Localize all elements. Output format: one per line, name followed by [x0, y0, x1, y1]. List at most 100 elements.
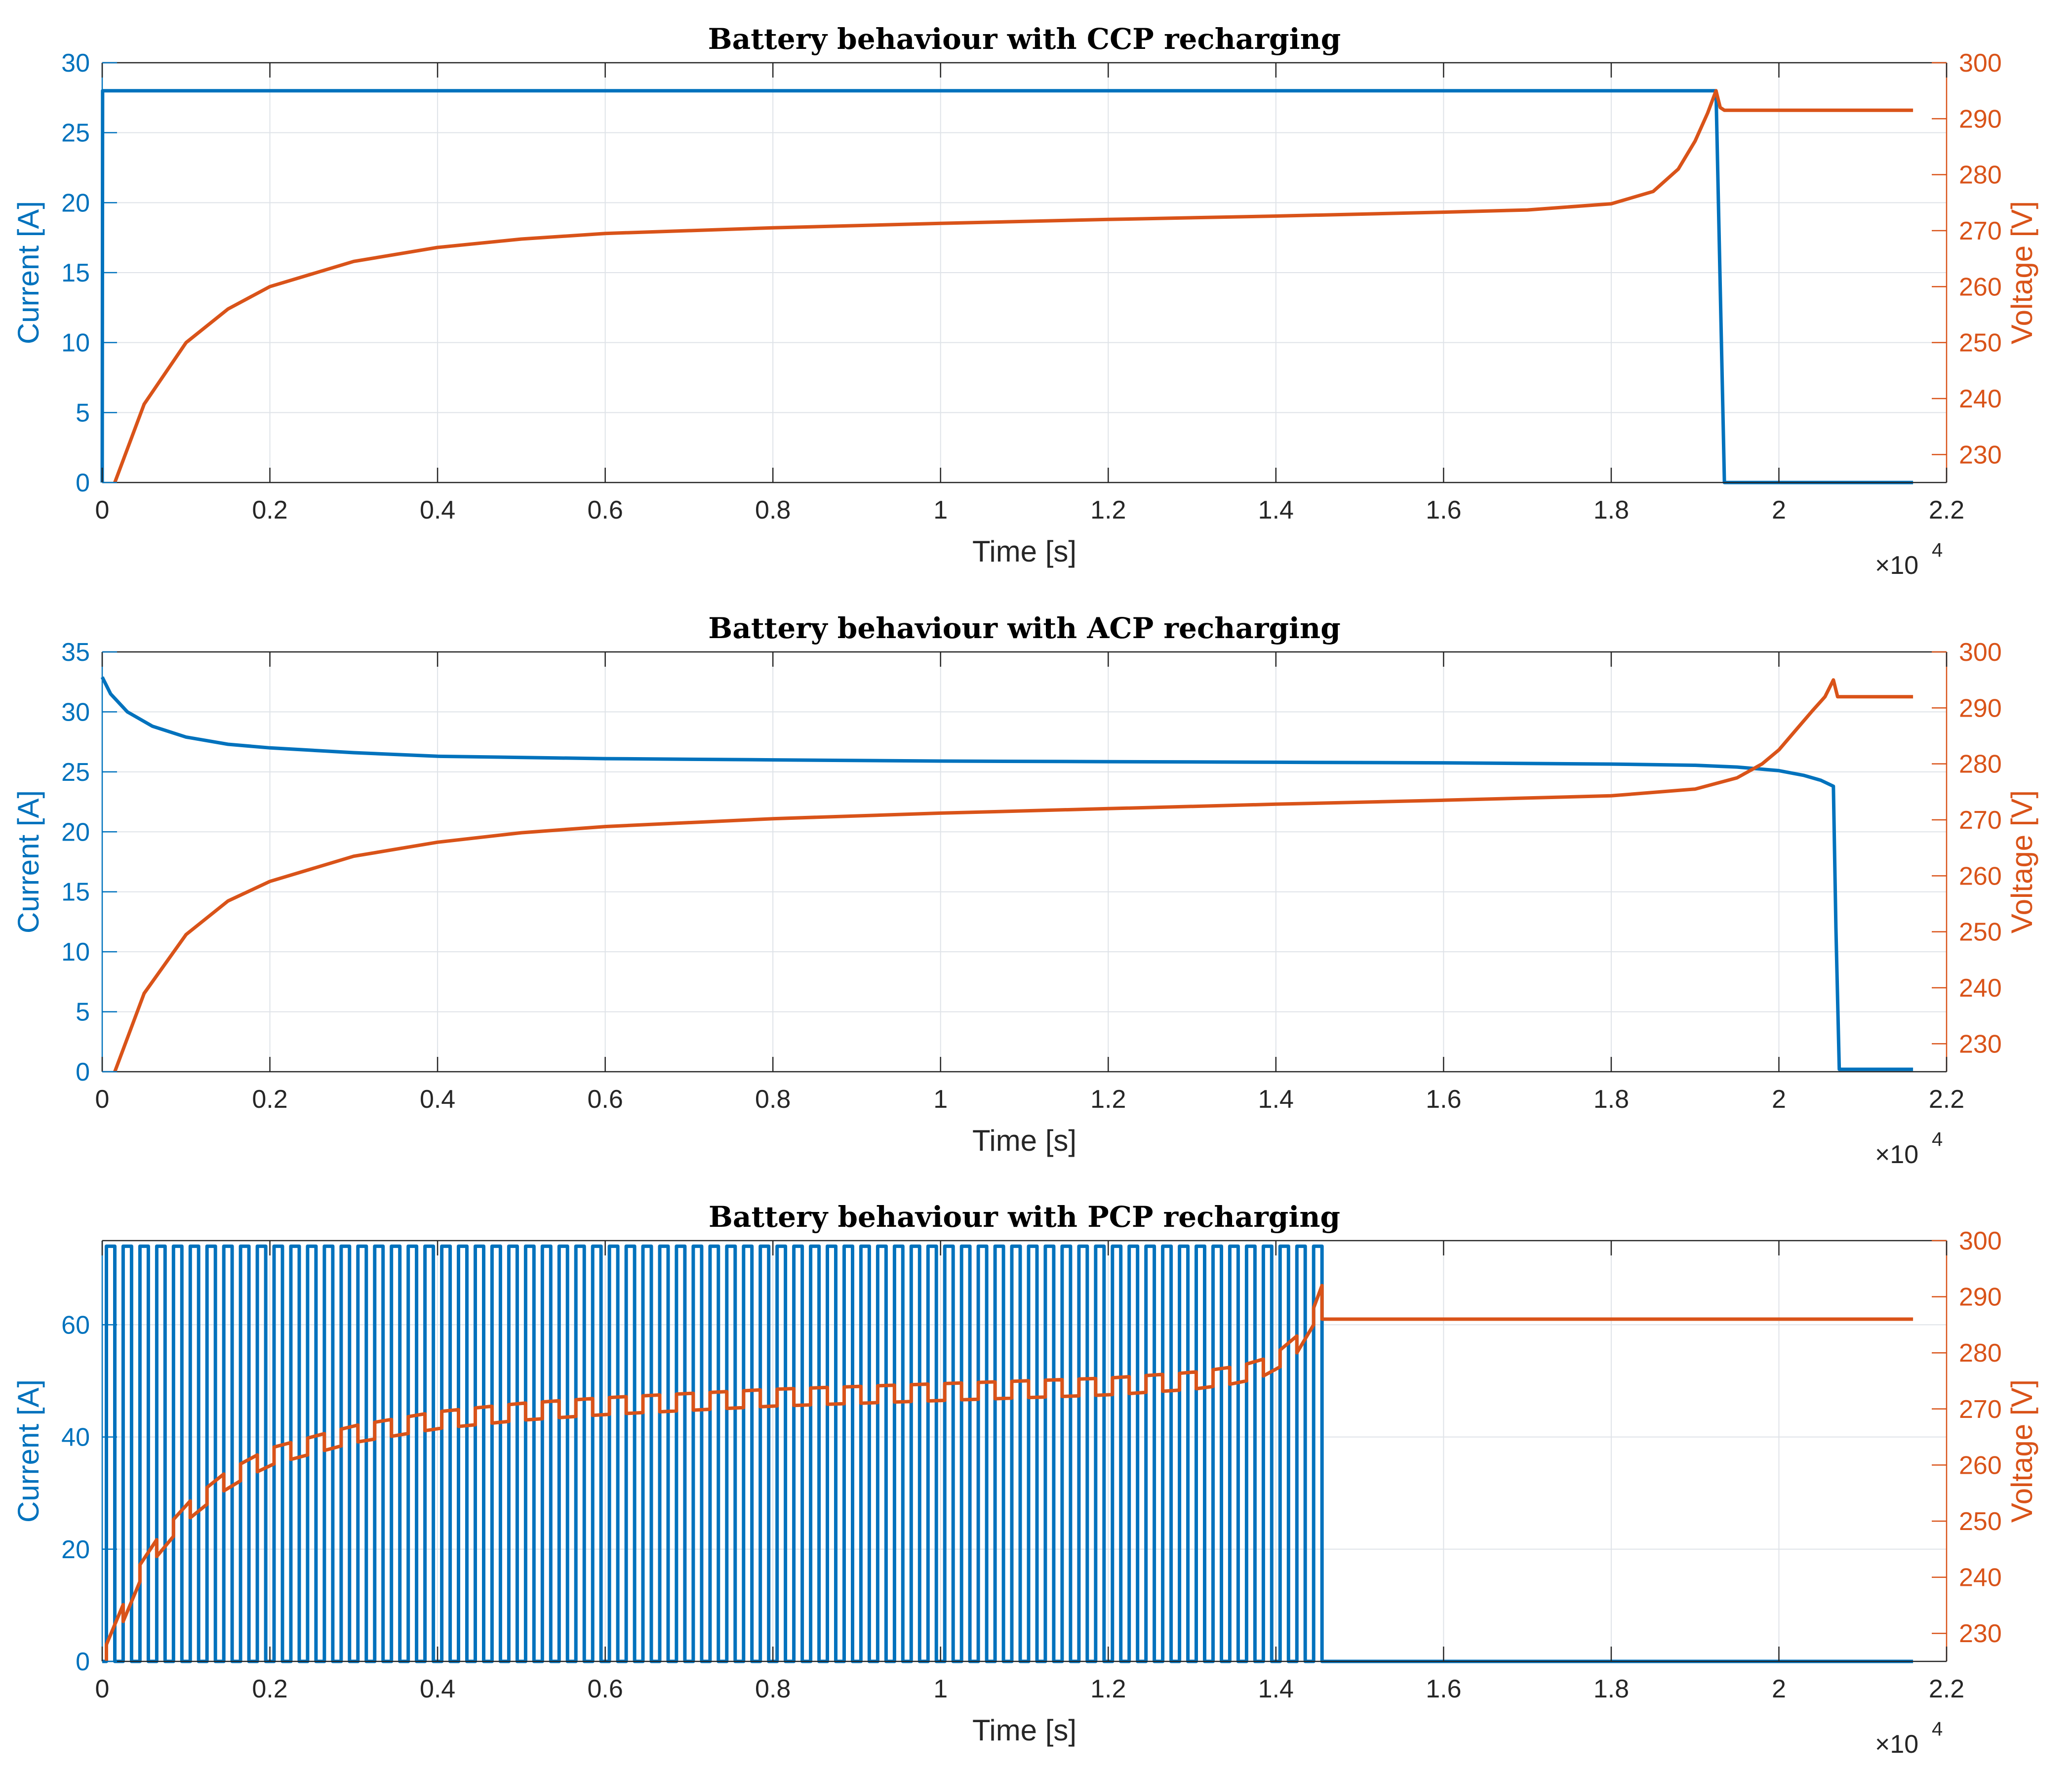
left-y-tick-label: 15: [61, 259, 90, 287]
left-y-tick-label: 20: [61, 818, 90, 847]
right-y-axis-label: Voltage [V]: [2005, 201, 2038, 344]
x-tick-label: 0.8: [755, 496, 791, 524]
x-tick-label: 0.8: [755, 1085, 791, 1114]
x-tick-label: 1.8: [1594, 1085, 1629, 1114]
x-axis-label: Time [s]: [972, 1124, 1076, 1157]
x-tick-label: 0.2: [252, 1675, 287, 1703]
right-y-tick-label: 250: [1959, 918, 2002, 947]
chart-title: Battery behaviour with PCP recharging: [709, 1200, 1340, 1234]
right-y-tick-label: 300: [1959, 1227, 2002, 1255]
plot-area: [102, 1241, 1947, 1661]
right-y-tick-label: 270: [1959, 217, 2002, 245]
right-y-tick-label: 260: [1959, 1451, 2002, 1480]
x-tick-label: 0.6: [587, 1675, 623, 1703]
left-y-tick-label: 15: [61, 878, 90, 907]
x-exponent-power: 4: [1932, 1129, 1943, 1150]
x-exponent-label: ×10: [1875, 1730, 1918, 1759]
left-y-axis-label: Current [A]: [12, 1379, 45, 1523]
left-y-tick-label: 30: [61, 698, 90, 726]
left-y-tick-label: 40: [61, 1423, 90, 1452]
right-y-axis-label: Voltage [V]: [2005, 1379, 2038, 1523]
right-y-tick-label: 240: [1959, 385, 2002, 413]
series-group: [100, 89, 1913, 484]
right-y-tick-label: 270: [1959, 1395, 2002, 1424]
right-y-tick-label: 230: [1959, 1619, 2002, 1648]
x-exponent-power: 4: [1932, 1718, 1943, 1740]
chart-title: Battery behaviour with CCP recharging: [708, 22, 1341, 56]
x-tick-label: 2: [1772, 1085, 1786, 1114]
x-tick-label: 0.2: [252, 1085, 287, 1114]
left-y-tick-label: 0: [76, 1058, 90, 1087]
x-tick-label: 0.6: [587, 496, 623, 524]
plot-area: [102, 652, 1947, 1072]
x-tick-label: 2.2: [1929, 1675, 1964, 1703]
x-tick-label: 1.6: [1426, 1085, 1461, 1114]
x-tick-label: 0: [95, 496, 110, 524]
voltage-series-line: [105, 1284, 1913, 1661]
x-tick-label: 1.4: [1258, 496, 1294, 524]
series-group: [100, 676, 1913, 1073]
left-y-tick-label: 30: [61, 49, 90, 78]
x-tick-label: 1.8: [1594, 496, 1629, 524]
right-y-tick-label: 290: [1959, 1283, 2002, 1312]
x-tick-label: 1: [933, 496, 948, 524]
right-y-tick-label: 290: [1959, 105, 2002, 133]
right-y-tick-label: 280: [1959, 750, 2002, 779]
left-y-axis-label: Current [A]: [12, 790, 45, 933]
x-tick-label: 1.4: [1258, 1675, 1294, 1703]
right-y-tick-label: 270: [1959, 806, 2002, 835]
current-series-line: [100, 676, 1913, 1071]
chart-panel-2: 0 0.2 0.4 0.6 0.8 1 1.2 1.4 1.6 1.8 2 2.2 0 5 10 15 20 25…: [12, 611, 2038, 1169]
left-y-tick-label: 0: [76, 469, 90, 497]
right-y-tick-label: 300: [1959, 49, 2002, 78]
right-y-tick-label: 280: [1959, 161, 2002, 190]
x-axis-label: Time [s]: [972, 1714, 1076, 1747]
x-tick-label: 2: [1772, 1675, 1786, 1703]
chart-panel-1: 0 0.2 0.4 0.6 0.8 1 1.2 1.4 1.6 1.8 2 2.2 0 5 10 15 20 25…: [12, 22, 2038, 580]
right-y-tick-label: 230: [1959, 441, 2002, 469]
left-y-tick-label: 25: [61, 758, 90, 787]
right-y-tick-label: 280: [1959, 1339, 2002, 1368]
x-tick-label: 1: [933, 1675, 948, 1703]
right-y-tick-label: 240: [1959, 974, 2002, 1003]
x-axis-label: Time [s]: [972, 535, 1076, 568]
voltage-series-line: [113, 678, 1913, 1073]
x-tick-label: 1: [933, 1085, 948, 1114]
chart-title: Battery behaviour with ACP recharging: [708, 611, 1341, 645]
right-y-tick-label: 240: [1959, 1564, 2002, 1592]
right-y-tick-label: 300: [1959, 638, 2002, 667]
right-y-tick-label: 290: [1959, 694, 2002, 723]
x-exponent-label: ×10: [1875, 551, 1918, 580]
left-y-tick-label: 10: [61, 938, 90, 967]
x-tick-label: 1.6: [1426, 496, 1461, 524]
left-y-tick-label: 10: [61, 329, 90, 358]
x-tick-label: 2.2: [1929, 496, 1964, 524]
right-y-axis-label: Voltage [V]: [2005, 790, 2038, 933]
right-y-tick-label: 260: [1959, 273, 2002, 301]
right-y-tick-label: 250: [1959, 1507, 2002, 1536]
left-y-tick-label: 20: [61, 1535, 90, 1564]
left-y-tick-label: 5: [76, 399, 90, 427]
x-tick-label: 1.4: [1258, 1085, 1294, 1114]
x-tick-label: 2: [1772, 496, 1786, 524]
voltage-series-line: [113, 89, 1913, 484]
x-tick-label: 0.6: [587, 1085, 623, 1114]
x-tick-label: 0.4: [420, 496, 455, 524]
right-y-tick-label: 250: [1959, 329, 2002, 358]
left-y-tick-label: 0: [76, 1648, 90, 1676]
chart-panel-3: 0 0.2 0.4 0.6 0.8 1 1.2 1.4 1.6 1.8 2 2.2 0 20 40 60 230…: [12, 1200, 2038, 1759]
x-tick-label: 1.2: [1090, 496, 1126, 524]
x-tick-label: 0.4: [420, 1675, 455, 1703]
left-y-tick-label: 60: [61, 1311, 90, 1339]
left-y-tick-label: 20: [61, 189, 90, 217]
left-y-tick-label: 5: [76, 998, 90, 1027]
x-exponent-power: 4: [1932, 539, 1943, 561]
left-y-tick-label: 35: [61, 638, 90, 667]
x-tick-label: 0: [95, 1675, 110, 1703]
left-y-tick-label: 25: [61, 119, 90, 148]
x-tick-label: 1.2: [1090, 1085, 1126, 1114]
x-tick-label: 0.8: [755, 1675, 791, 1703]
right-y-tick-label: 230: [1959, 1030, 2002, 1058]
x-tick-label: 1.6: [1426, 1675, 1461, 1703]
